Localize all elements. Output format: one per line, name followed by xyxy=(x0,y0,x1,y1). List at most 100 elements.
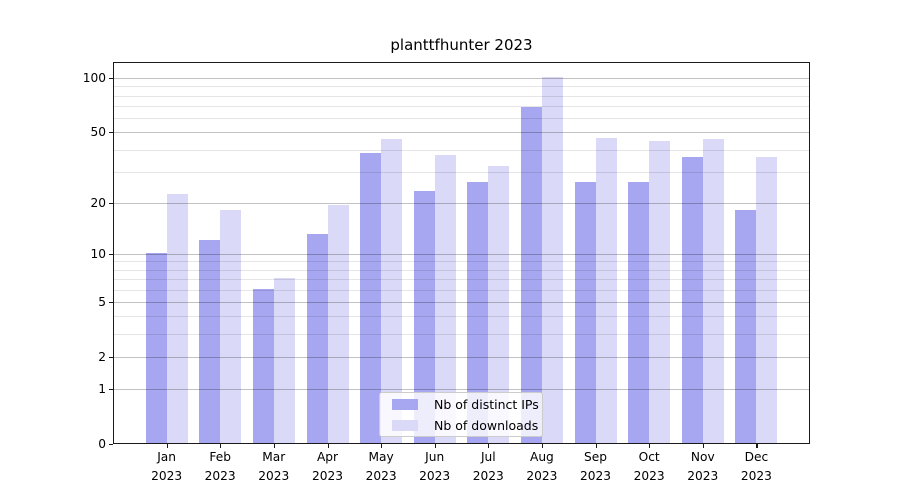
y-tick-label: 50 xyxy=(90,125,106,140)
y-tick-label: 100 xyxy=(82,71,106,85)
x-tick-label-year: 2023 xyxy=(740,469,772,483)
x-tick-label: Oct 2023 xyxy=(623,448,675,486)
x-tick-label-month: Mar xyxy=(262,450,286,464)
x-tick-label: May 2023 xyxy=(355,448,407,486)
legend-item: Nb of downloads xyxy=(380,415,542,436)
x-tick-label: Jun 2023 xyxy=(409,448,461,486)
legend: Nb of distinct IPs Nb of downloads xyxy=(379,392,543,437)
x-tick-mark xyxy=(327,444,329,448)
x-tick-mark xyxy=(381,444,383,448)
y-tick-label: 5 xyxy=(98,294,106,309)
x-tick-label-month: Jan xyxy=(157,450,176,464)
minor-gridline xyxy=(114,171,809,173)
x-tick-label-year: 2023 xyxy=(633,469,665,483)
major-gridline xyxy=(114,389,809,390)
bar-downloads-dec xyxy=(756,156,778,443)
x-tick-mark xyxy=(273,444,275,448)
major-gridline xyxy=(114,132,809,134)
minor-gridline xyxy=(114,261,809,263)
legend-swatch xyxy=(392,398,418,410)
minor-gridline xyxy=(114,316,809,318)
plot-area: Nb of distinct IPs Nb of downloads xyxy=(113,62,810,444)
x-tick-label: Aug 2023 xyxy=(516,448,568,486)
x-tick-mark xyxy=(756,444,758,448)
minor-gridline xyxy=(114,106,809,107)
bar-ips-mar xyxy=(252,288,274,443)
major-gridline xyxy=(114,301,809,303)
x-tick-label-year: 2023 xyxy=(151,469,183,483)
bar-downloads-jan xyxy=(166,194,188,443)
bar-downloads-may xyxy=(381,139,403,443)
y-tick-label: 2 xyxy=(98,349,106,364)
legend-swatch xyxy=(392,419,418,431)
bar-ips-jul xyxy=(467,181,489,443)
y-tick-label: 0 xyxy=(98,437,106,451)
bar-downloads-sep xyxy=(595,137,617,443)
x-tick-label-month: May xyxy=(368,450,394,464)
bar-downloads-aug xyxy=(541,77,563,443)
y-tick-mark xyxy=(109,202,113,204)
bar-downloads-apr xyxy=(327,205,349,443)
major-gridline xyxy=(114,356,809,358)
minor-gridline xyxy=(114,149,809,151)
x-tick-label-year: 2023 xyxy=(687,469,719,483)
minor-gridline xyxy=(114,118,809,119)
x-tick-mark xyxy=(220,444,222,448)
y-tick-mark xyxy=(109,389,113,391)
major-gridline xyxy=(114,253,809,255)
x-tick-label-year: 2023 xyxy=(204,469,236,483)
y-tick-label: 10 xyxy=(90,246,106,261)
minor-gridline xyxy=(114,334,809,336)
x-tick-label-month: Apr xyxy=(316,450,339,464)
x-tick-label: Apr 2023 xyxy=(302,448,354,486)
x-tick-label-year: 2023 xyxy=(258,469,290,483)
bar-ips-jan xyxy=(145,252,167,443)
y-tick-mark xyxy=(109,356,113,359)
y-tick-mark xyxy=(109,253,113,255)
y-tick-mark xyxy=(109,78,113,80)
x-tick-label-month: Nov xyxy=(690,450,715,464)
bar-ips-may xyxy=(360,152,382,443)
x-tick-label: Jan 2023 xyxy=(141,448,193,486)
bar-ips-aug xyxy=(520,107,542,443)
x-tick-label: Mar 2023 xyxy=(248,448,300,486)
x-tick-mark xyxy=(595,444,597,448)
bar-downloads-feb xyxy=(220,209,242,443)
x-tick-label-year: 2023 xyxy=(419,469,451,483)
minor-gridline xyxy=(114,279,809,281)
x-tick-label-month: Aug xyxy=(529,450,554,464)
bar-downloads-oct xyxy=(649,141,671,443)
y-tick-label: 20 xyxy=(90,195,106,210)
bar-ips-jun xyxy=(413,191,435,443)
minor-gridline xyxy=(114,289,809,291)
legend-item: Nb of distinct IPs xyxy=(380,394,542,415)
legend-label: Nb of distinct IPs xyxy=(434,396,539,412)
x-tick-mark xyxy=(166,444,168,448)
x-tick-mark xyxy=(541,444,544,448)
bar-ips-feb xyxy=(199,239,221,443)
bar-ips-oct xyxy=(628,181,650,443)
x-tick-label-month: Jun xyxy=(425,450,445,464)
x-tick-mark xyxy=(702,444,704,448)
chart-title: planttfhunter 2023 xyxy=(390,36,533,54)
minor-gridline xyxy=(114,86,809,88)
x-tick-label-month: Sep xyxy=(584,450,607,464)
x-tick-label: Sep 2023 xyxy=(570,448,622,486)
x-tick-label-year: 2023 xyxy=(579,469,612,483)
x-tick-label: Nov 2023 xyxy=(677,448,729,486)
x-tick-label-year: 2023 xyxy=(472,469,504,483)
bar-downloads-nov xyxy=(702,139,724,443)
x-tick-label-month: Oct xyxy=(638,450,660,464)
x-tick-mark xyxy=(649,444,651,448)
minor-gridline xyxy=(114,95,809,97)
y-tick-mark xyxy=(109,132,113,134)
bar-ips-dec xyxy=(735,209,757,443)
x-tick-label: Feb 2023 xyxy=(194,448,246,486)
bar-ips-apr xyxy=(306,233,328,443)
major-gridline xyxy=(114,78,809,79)
x-tick-label-month: Feb xyxy=(209,450,231,464)
x-tick-mark xyxy=(434,444,436,448)
legend-label: Nb of downloads xyxy=(434,417,539,433)
minor-gridline xyxy=(114,269,809,271)
